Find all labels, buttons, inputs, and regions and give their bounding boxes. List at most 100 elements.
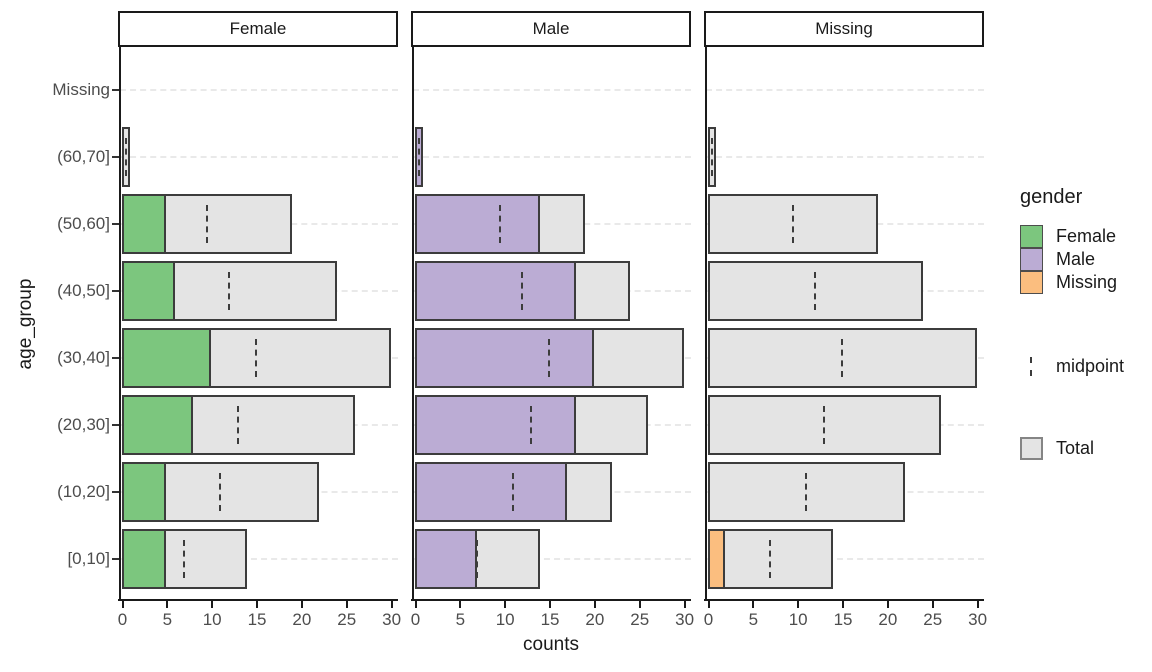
x-axis-line bbox=[411, 599, 691, 601]
facet-panel-female: Female 0 5 10 15 20 25 30 bbox=[118, 11, 401, 661]
y-axis-tick-mark bbox=[112, 423, 119, 426]
gridline bbox=[706, 557, 984, 560]
legend-label: Total bbox=[1056, 438, 1095, 458]
gridline bbox=[413, 557, 691, 560]
midpoint-marker bbox=[530, 405, 533, 444]
gridline bbox=[706, 88, 984, 91]
bar-female bbox=[121, 327, 212, 388]
midpoint-marker bbox=[548, 338, 551, 377]
x-axis-tick-label: 0 bbox=[410, 610, 421, 629]
x-axis-tick-mark bbox=[752, 601, 755, 608]
y-axis-tick-label: (40,50] bbox=[57, 280, 110, 300]
x-axis-tick-mark bbox=[256, 601, 259, 608]
legend-label: Missing bbox=[1056, 272, 1118, 292]
gridline bbox=[120, 557, 398, 560]
gridline bbox=[120, 88, 398, 91]
legend-label: Male bbox=[1056, 249, 1096, 269]
x-axis-tick-mark bbox=[121, 601, 124, 608]
midpoint-marker bbox=[237, 405, 240, 444]
midpoint-marker bbox=[521, 271, 524, 310]
plot-area bbox=[704, 47, 984, 601]
midpoint-marker bbox=[417, 137, 420, 176]
legend-key-midpoint: midpoint bbox=[1020, 355, 1124, 378]
bar-male bbox=[414, 327, 594, 388]
x-axis-tick-label: 25 bbox=[630, 610, 650, 629]
x-axis-tick-mark bbox=[549, 601, 552, 608]
x-axis-tick-mark bbox=[593, 601, 596, 608]
gridline bbox=[413, 88, 691, 91]
x-axis-tick-mark bbox=[797, 601, 800, 608]
midpoint-marker bbox=[814, 271, 817, 310]
legend-key-male: Male bbox=[1020, 248, 1095, 271]
bar-male bbox=[414, 461, 567, 522]
x-axis-tick-label: 15 bbox=[833, 610, 853, 629]
midpoint-marker bbox=[205, 204, 208, 243]
x-axis-tick-label: 5 bbox=[162, 610, 173, 629]
bar-female bbox=[121, 193, 167, 254]
x-axis-tick-label: 20 bbox=[585, 610, 605, 629]
midpoint-marker bbox=[769, 539, 772, 578]
x-axis-tick-label: 25 bbox=[337, 610, 357, 629]
total-color-swatch bbox=[1020, 437, 1043, 460]
legend-label: Female bbox=[1056, 226, 1117, 246]
y-axis-tick-mark bbox=[112, 289, 119, 292]
x-axis-tick-mark bbox=[707, 601, 710, 608]
bar-male bbox=[414, 394, 576, 455]
x-axis-tick-label: 10 bbox=[495, 610, 515, 629]
y-axis-tick-label: (20,30] bbox=[57, 414, 110, 434]
bar-male bbox=[414, 193, 541, 254]
midpoint-marker bbox=[476, 539, 479, 578]
x-axis-tick-label: 30 bbox=[675, 610, 695, 629]
y-axis-tick-label: Missing bbox=[52, 79, 110, 99]
male-color-swatch bbox=[1020, 248, 1043, 271]
bar-missing bbox=[707, 528, 726, 589]
facet-panel-missing: Missing 0 5 10 15 20 25 30 bbox=[704, 11, 987, 661]
x-axis-tick-mark bbox=[390, 601, 393, 608]
midpoint-marker bbox=[823, 405, 826, 444]
midpoint-marker bbox=[255, 338, 258, 377]
x-axis-tick-mark bbox=[931, 601, 934, 608]
x-axis-tick-mark bbox=[886, 601, 889, 608]
y-axis-tick-label: (30,40] bbox=[57, 347, 110, 367]
midpoint-marker bbox=[124, 137, 127, 176]
facet-strip: Missing bbox=[704, 11, 984, 47]
legend-label: midpoint bbox=[1056, 356, 1125, 376]
midpoint-marker bbox=[183, 539, 186, 578]
x-axis-tick-label: 25 bbox=[923, 610, 943, 629]
legend-key-female: Female bbox=[1020, 225, 1116, 248]
midpoint-marker bbox=[228, 271, 231, 310]
y-axis-tick-mark bbox=[112, 222, 119, 225]
missing-color-swatch bbox=[1020, 271, 1043, 294]
plot-area bbox=[118, 47, 398, 601]
x-axis-tick-label: 5 bbox=[455, 610, 466, 629]
facet-panel-male: Male 0 5 10 15 20 25 30 bbox=[411, 11, 694, 661]
facet-strip: Male bbox=[411, 11, 691, 47]
x-axis-tick-mark bbox=[414, 601, 417, 608]
x-axis-tick-mark bbox=[211, 601, 214, 608]
y-axis-tick-label: (60,70] bbox=[57, 146, 110, 166]
x-axis-tick-mark bbox=[459, 601, 462, 608]
x-axis-tick-mark bbox=[345, 601, 348, 608]
y-axis-tick-mark bbox=[112, 356, 119, 359]
y-axis-tick-mark bbox=[112, 490, 119, 493]
x-axis-line bbox=[704, 599, 984, 601]
y-axis-tick-mark bbox=[112, 88, 119, 91]
x-axis-tick-label: 0 bbox=[703, 610, 714, 629]
facet-strip: Female bbox=[118, 11, 398, 47]
midpoint-marker bbox=[219, 472, 222, 511]
y-axis-tick-mark bbox=[112, 557, 119, 560]
legend-title: gender bbox=[1020, 186, 1083, 208]
x-axis-tick-mark bbox=[504, 601, 507, 608]
midpoint-marker bbox=[841, 338, 844, 377]
x-axis-tick-mark bbox=[683, 601, 686, 608]
x-axis-line bbox=[118, 599, 398, 601]
bar-female bbox=[121, 528, 167, 589]
midpoint-marker bbox=[791, 204, 794, 243]
y-axis-tick-mark bbox=[112, 155, 119, 158]
x-axis-tick-mark bbox=[842, 601, 845, 608]
x-axis-tick-label: 15 bbox=[540, 610, 560, 629]
x-axis-tick-label: 10 bbox=[202, 610, 222, 629]
bar-female bbox=[121, 260, 176, 321]
bar-male bbox=[414, 260, 576, 321]
